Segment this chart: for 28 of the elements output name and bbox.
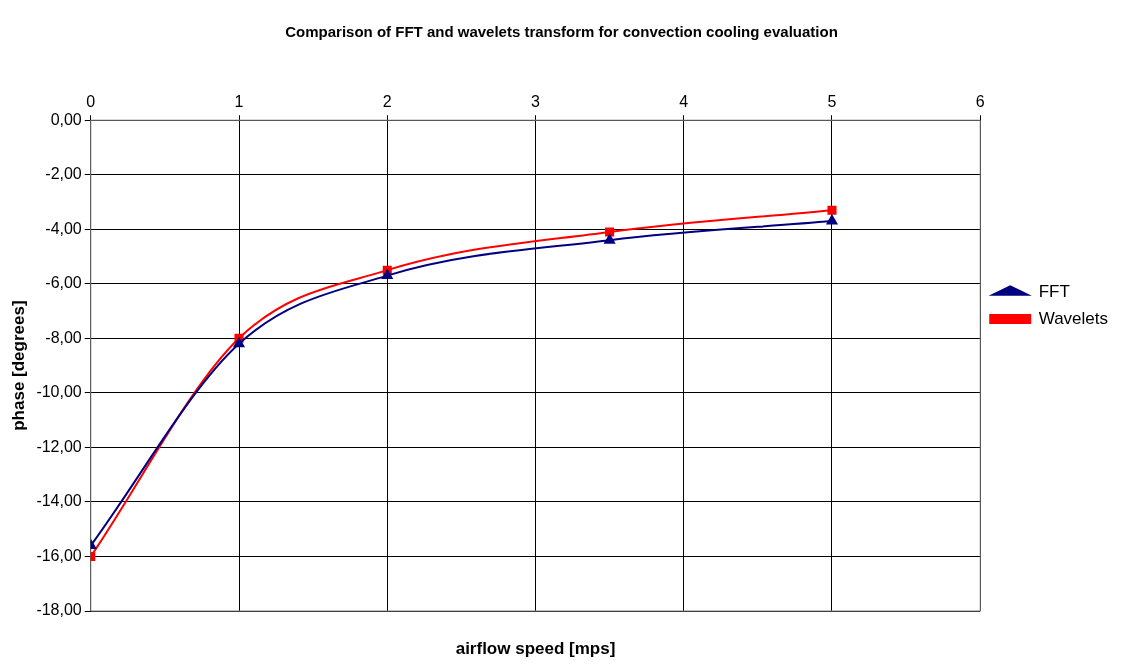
- x-tick-label: 1: [234, 93, 244, 111]
- y-tick-label: -16,00: [36, 546, 82, 564]
- x-tick-label: 3: [531, 93, 541, 111]
- legend-label: FFT: [1038, 281, 1070, 301]
- y-tick-label: -4,00: [45, 219, 82, 237]
- x-tick-label: 6: [975, 93, 985, 111]
- y-tick-label: -6,00: [45, 274, 82, 292]
- legend-label: Wavelets: [1038, 308, 1108, 328]
- point: [604, 234, 615, 244]
- y-tick-label: -12,00: [36, 437, 82, 455]
- x-tick-label: 0: [86, 93, 96, 111]
- x-tick-label: 5: [827, 93, 837, 111]
- y-axis-title: phase [degrees]: [8, 300, 28, 431]
- chart-title: Comparison of FFT and wavelets transform for convection cooling evaluation: [285, 23, 838, 41]
- y-tick-label: -10,00: [36, 383, 82, 401]
- x-tick-label: 2: [382, 93, 392, 111]
- point: [605, 227, 615, 237]
- point: [233, 337, 245, 348]
- y-tick-label: -14,00: [36, 492, 82, 510]
- point: [826, 215, 838, 225]
- x-tick-label: 4: [679, 93, 689, 111]
- point: [827, 205, 837, 215]
- point: [381, 269, 393, 280]
- y-tick-label: -8,00: [45, 328, 82, 346]
- y-tick-label: -18,00: [36, 601, 82, 619]
- y-tick-label: 0,00: [50, 110, 82, 128]
- y-tick-label: -2,00: [45, 165, 82, 183]
- x-axis-title: airflow speed [mps]: [455, 638, 616, 658]
